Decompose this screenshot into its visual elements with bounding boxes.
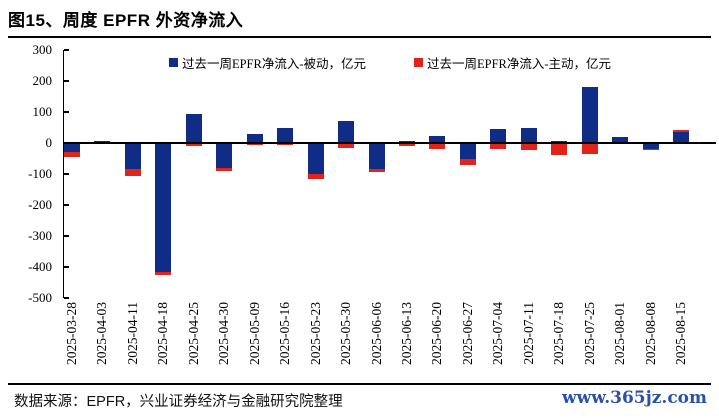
bar-segment-passive xyxy=(581,87,598,143)
bar-segment-active xyxy=(307,174,324,179)
bar-segment-active xyxy=(246,143,263,146)
site-watermark: www.365jz.com xyxy=(562,388,707,408)
y-axis-tick-label: 300 xyxy=(32,42,53,57)
x-axis-date-label: 2025-07-25 xyxy=(581,302,597,365)
y-axis-tick-mark xyxy=(64,111,69,113)
y-axis-tick-mark xyxy=(64,266,69,268)
bar-segment-passive xyxy=(673,131,689,143)
y-axis-tick-label: -400 xyxy=(28,259,52,274)
y-axis-tick-mark xyxy=(64,80,69,82)
bar-segment-active xyxy=(216,167,233,171)
bar-segment-passive xyxy=(520,128,537,143)
bar-segment-passive xyxy=(338,121,355,143)
x-axis-date-label: 2025-05-30 xyxy=(338,302,354,365)
data-source-note: 数据来源：EPFR，兴业证券经济与金融研究院整理 xyxy=(14,394,343,410)
bar-segment-passive xyxy=(642,143,659,150)
y-axis-tick-label: 200 xyxy=(32,73,53,88)
bar-segment-active xyxy=(124,169,141,177)
bar-segment-active xyxy=(155,271,172,276)
x-axis-date-label: 2025-05-09 xyxy=(246,302,262,365)
bar-segment-active xyxy=(642,149,659,151)
x-axis-date-label: 2025-05-23 xyxy=(307,302,323,365)
bar-segment-active xyxy=(581,143,598,154)
bar-segment-active xyxy=(673,129,689,132)
zero-axis-line xyxy=(64,142,716,144)
bar-segment-passive xyxy=(429,135,446,143)
x-axis-date-label: 2025-04-30 xyxy=(216,302,232,365)
bar-segment-passive xyxy=(398,141,415,143)
x-axis-date-label: 2025-05-16 xyxy=(277,302,293,365)
y-axis-tick-mark xyxy=(64,173,69,175)
x-axis-date-label: 2025-06-27 xyxy=(459,302,475,365)
x-axis-date-label: 2025-08-15 xyxy=(673,302,688,365)
x-axis-date-label: 2025-04-03 xyxy=(94,302,110,365)
y-axis-tick-label: -100 xyxy=(28,166,52,181)
figure-title: 图15、周度 EPFR 外资净流入 xyxy=(8,11,244,30)
bar-segment-passive xyxy=(94,140,111,143)
x-axis-date-label: 2025-06-13 xyxy=(398,302,414,365)
y-axis-tick-mark xyxy=(64,235,69,237)
bar-segment-active xyxy=(64,152,80,157)
y-axis-tick-mark xyxy=(64,204,69,206)
bar-segment-active xyxy=(490,143,507,150)
bar-segment-active xyxy=(338,143,355,148)
x-axis-date-label: 2025-08-01 xyxy=(612,302,628,365)
bar-segment-passive xyxy=(124,143,141,170)
y-axis-tick-mark xyxy=(64,297,69,299)
bar-segment-passive xyxy=(551,140,568,143)
legend-label-active: 过去一周EPFR净流入-主动，亿元 xyxy=(427,57,612,71)
bar-segment-passive xyxy=(307,143,324,174)
bar-segment-passive xyxy=(185,114,202,143)
legend-entry-passive: 过去一周EPFR净流入-被动，亿元 xyxy=(168,53,366,72)
y-axis-tick-label: -200 xyxy=(28,197,52,212)
bar-segment-passive xyxy=(459,143,476,159)
bar-segment-passive xyxy=(277,127,294,143)
x-axis-date-label: 2025-06-20 xyxy=(429,302,445,365)
bar-segment-active xyxy=(368,169,385,173)
footer-divider xyxy=(8,383,711,385)
bar-segment-active xyxy=(185,143,202,147)
x-axis-date-label: 2025-04-25 xyxy=(185,302,201,365)
bar-chart-plot-area: 过去一周EPFR净流入-被动，亿元 过去一周EPFR净流入-主动，亿元 xyxy=(63,49,716,299)
x-axis-date-label: 2025-04-11 xyxy=(124,302,140,365)
bar-segment-passive xyxy=(246,133,263,143)
x-axis-date-label: 2025-03-28 xyxy=(64,302,79,365)
bar-segment-passive xyxy=(490,129,507,143)
legend-swatch-passive-icon xyxy=(168,58,178,67)
x-axis-date-label: 2025-07-04 xyxy=(490,302,506,365)
bar-segment-active xyxy=(398,143,415,147)
y-axis-tick-mark xyxy=(64,49,69,51)
bar-segment-active xyxy=(459,158,476,165)
x-axis-date-label: 2025-08-08 xyxy=(642,302,658,365)
bar-segment-passive xyxy=(64,143,80,153)
x-axis-date-label: 2025-07-18 xyxy=(551,302,567,365)
x-axis-date-label: 2025-07-11 xyxy=(520,302,536,365)
y-axis-tick-label: 100 xyxy=(32,104,53,119)
bar-segment-passive xyxy=(155,143,172,272)
y-axis-tick-label: -300 xyxy=(28,228,52,243)
bar-segment-active xyxy=(551,143,568,155)
bar-segment-active xyxy=(429,143,446,149)
bar-segment-passive xyxy=(612,136,629,143)
legend-swatch-active-icon xyxy=(414,58,423,67)
bar-segment-active xyxy=(277,143,294,146)
title-divider xyxy=(8,36,711,38)
y-axis-tick-label: 0 xyxy=(45,135,53,150)
legend-entry-active: 过去一周EPFR净流入-主动，亿元 xyxy=(414,53,611,72)
bar-segment-passive xyxy=(368,143,385,170)
bar-segment-passive xyxy=(216,143,233,168)
legend-label-passive: 过去一周EPFR净流入-被动，亿元 xyxy=(181,57,366,71)
x-axis-date-label: 2025-04-18 xyxy=(155,302,171,365)
x-axis-date-label: 2025-06-06 xyxy=(368,302,384,365)
bar-segment-active xyxy=(520,143,537,150)
y-axis-tick-label: -500 xyxy=(28,290,52,305)
chart-legend: 过去一周EPFR净流入-被动，亿元 过去一周EPFR净流入-主动，亿元 xyxy=(64,53,716,72)
